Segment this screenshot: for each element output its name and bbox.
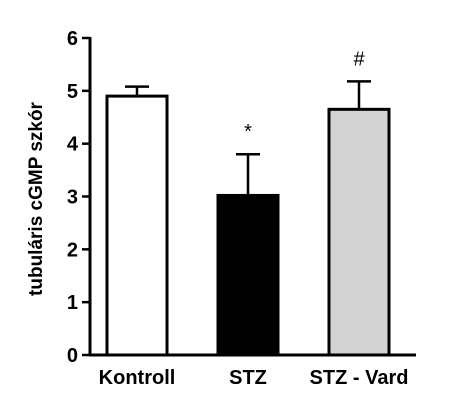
y-tick-label: 2 [67,239,78,261]
significance-marker: # [353,48,365,70]
x-tick-label: STZ - Vard [310,367,409,389]
significance-marker: * [244,121,252,143]
x-category-labels: Kontroll STZ STZ - Vard [99,367,409,389]
y-tick-label: 0 [67,345,78,367]
y-tick-label: 1 [67,292,78,314]
y-tick-label: 6 [67,28,78,50]
y-tick-label: 3 [67,187,78,209]
bar-stz [216,193,280,357]
y-tick-labels: 0 1 2 3 4 5 6 [67,28,79,367]
y-tick-label: 4 [67,134,79,156]
x-tick-label: STZ [229,367,267,389]
error-bars-layer [125,80,371,196]
x-tick-label: Kontroll [99,367,176,389]
y-tick-label: 5 [67,81,78,103]
y-axis-label: tubuláris cGMP szkór [26,101,47,296]
bar-kontroll [105,94,169,357]
axes-layer [82,36,416,357]
annotations-layer: *# [244,48,365,143]
bar-stz-vard [327,107,391,357]
